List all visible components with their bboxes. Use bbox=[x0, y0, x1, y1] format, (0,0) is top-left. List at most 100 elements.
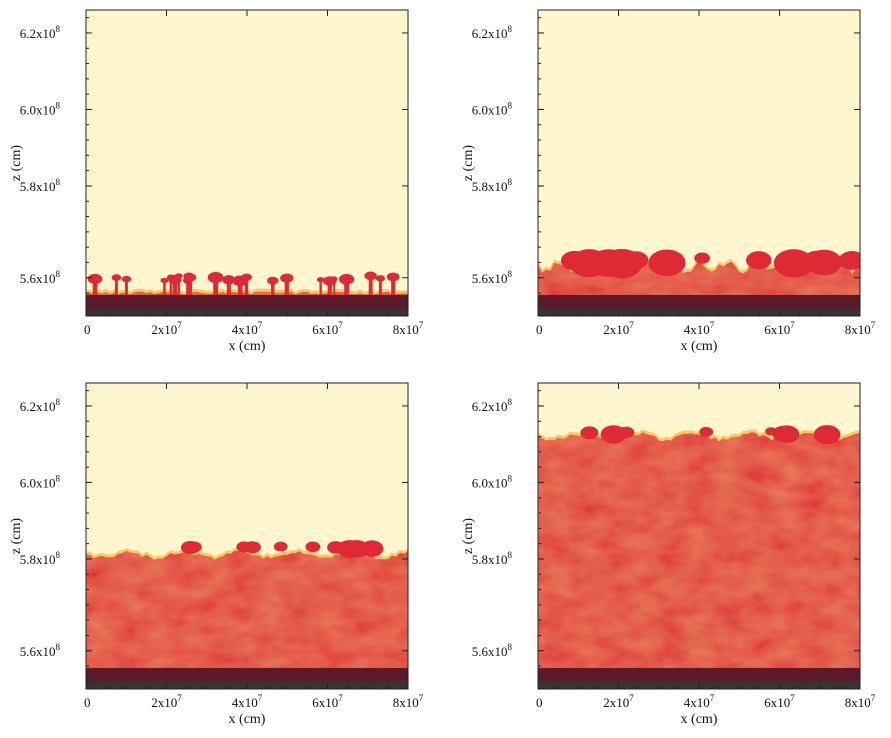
x-tick-label: 2x107 bbox=[603, 693, 634, 710]
plume-stem bbox=[344, 279, 349, 296]
x-tick-label: 0 bbox=[536, 322, 543, 337]
plume-stem bbox=[163, 280, 166, 296]
x-axis-label: x (cm) bbox=[229, 339, 266, 354]
density-field bbox=[538, 383, 860, 689]
y-tick-label: 5.8x108 bbox=[20, 177, 61, 194]
turbulent-eddy bbox=[305, 541, 321, 553]
x-tick-label: 2x107 bbox=[151, 320, 182, 337]
plume-cap bbox=[166, 274, 176, 281]
mixed-region bbox=[538, 432, 860, 689]
plume-stem bbox=[226, 279, 231, 296]
x-tick-label: 0 bbox=[84, 322, 91, 337]
x-tick-label: 8x107 bbox=[393, 693, 424, 710]
x-tick-label: 6x107 bbox=[312, 320, 343, 337]
y-axis-label: z (cm) bbox=[9, 145, 24, 181]
plume-stem bbox=[319, 279, 322, 296]
plume-stem bbox=[333, 278, 336, 296]
plume-stem bbox=[187, 276, 191, 296]
y-tick-label: 6.2x108 bbox=[20, 24, 61, 41]
turbulent-eddy bbox=[569, 249, 609, 278]
y-tick-label: 6.0x108 bbox=[20, 473, 61, 490]
plume-cap bbox=[338, 273, 355, 285]
x-tick-label: 8x107 bbox=[845, 320, 876, 337]
y-tick-label: 5.6x108 bbox=[472, 642, 513, 659]
y-tick-label: 6.2x108 bbox=[472, 397, 513, 414]
panel-bottom-left: 0 2x107 4x107 6x107 8x107 5.6x108 5.8x108 6.0x1… bbox=[9, 382, 424, 727]
turbulent-eddy bbox=[185, 541, 202, 553]
plume-cap bbox=[121, 275, 132, 283]
y-tick-label: 5.8x108 bbox=[20, 550, 61, 567]
plume-stem bbox=[177, 275, 180, 296]
plume-cap bbox=[87, 273, 103, 284]
x-tick-label: 4x107 bbox=[684, 693, 715, 710]
plume-stem bbox=[92, 278, 98, 296]
turbulent-eddy bbox=[778, 426, 795, 439]
x-tick-label: 8x107 bbox=[845, 693, 876, 710]
y-tick-label: 5.8x108 bbox=[472, 550, 513, 567]
plume-stem bbox=[378, 278, 382, 296]
y-tick-label: 6.2x108 bbox=[20, 397, 61, 414]
plume-cap bbox=[209, 272, 223, 282]
plume-stem bbox=[270, 280, 275, 296]
turbulent-eddy bbox=[243, 541, 261, 554]
y-tick-label: 5.8x108 bbox=[472, 177, 513, 194]
turbulent-eddy bbox=[838, 251, 860, 270]
y-axis-label: z (cm) bbox=[461, 145, 476, 181]
turbulent-eddy bbox=[813, 425, 841, 445]
x-tick-label: 6x107 bbox=[312, 693, 343, 710]
turbulent-eddy bbox=[765, 427, 777, 436]
x-axis-label: x (cm) bbox=[681, 339, 718, 354]
y-axis-label: z (cm) bbox=[461, 518, 476, 554]
plume-cap bbox=[160, 277, 169, 284]
plume-stem bbox=[327, 280, 332, 296]
plume-stem bbox=[284, 278, 289, 296]
y-tick-label: 6.0x108 bbox=[20, 100, 61, 117]
y-tick-label: 5.6x108 bbox=[20, 269, 61, 286]
plume-cap bbox=[267, 276, 279, 285]
x-tick-label: 2x107 bbox=[603, 320, 634, 337]
plume-cap bbox=[222, 275, 236, 285]
turbulent-eddy bbox=[617, 426, 635, 439]
plume-cap bbox=[280, 273, 294, 283]
turbulent-eddy bbox=[694, 252, 710, 264]
turbulent-eddy bbox=[773, 249, 814, 278]
y-axis-label: z (cm) bbox=[9, 518, 24, 554]
plume-cap bbox=[364, 271, 377, 281]
x-tick-label: 2x107 bbox=[151, 693, 182, 710]
density-field bbox=[86, 383, 408, 689]
panel-top-right: 0 2x107 4x107 6x107 8x107 5.6x108 5.8x108 6.0x1… bbox=[461, 9, 876, 354]
plume-cap bbox=[375, 275, 386, 282]
panel-top-left: 0 2x107 4x107 6x107 8x107 5.6x108 5.8x108 6.0x1… bbox=[9, 9, 424, 354]
x-tick-label: 4x107 bbox=[232, 693, 263, 710]
plume-cap bbox=[386, 272, 400, 282]
plume-cap bbox=[111, 274, 122, 281]
turbulent-eddy bbox=[699, 426, 714, 437]
mixed-region bbox=[86, 550, 408, 689]
density-field bbox=[86, 10, 408, 316]
y-tick-label: 6.2x108 bbox=[472, 24, 513, 41]
x-tick-label: 6x107 bbox=[764, 693, 795, 710]
plume-stem bbox=[169, 277, 173, 296]
plume-stem bbox=[172, 279, 178, 296]
x-axis-label: x (cm) bbox=[681, 712, 718, 727]
plume-cap bbox=[316, 276, 325, 283]
turbulent-eddy bbox=[749, 252, 769, 266]
plume-cap bbox=[174, 273, 183, 279]
x-tick-label: 0 bbox=[84, 695, 91, 710]
plume-stem bbox=[213, 277, 219, 296]
x-tick-label: 4x107 bbox=[684, 320, 715, 337]
plume-cap bbox=[183, 272, 195, 281]
plume-cap bbox=[322, 276, 337, 286]
x-axis-label: x (cm) bbox=[229, 712, 266, 727]
y-tick-label: 6.0x108 bbox=[472, 473, 513, 490]
x-tick-label: 6x107 bbox=[764, 320, 795, 337]
y-tick-label: 5.6x108 bbox=[20, 642, 61, 659]
plume-stem bbox=[114, 277, 118, 296]
plume-stem bbox=[391, 276, 396, 296]
turbulent-eddy bbox=[580, 426, 599, 440]
turbulent-eddy bbox=[653, 250, 683, 272]
x-tick-label: 4x107 bbox=[232, 320, 263, 337]
turbulent-eddy bbox=[273, 541, 288, 552]
y-tick-label: 5.6x108 bbox=[472, 269, 513, 286]
plume-stem bbox=[124, 279, 128, 296]
